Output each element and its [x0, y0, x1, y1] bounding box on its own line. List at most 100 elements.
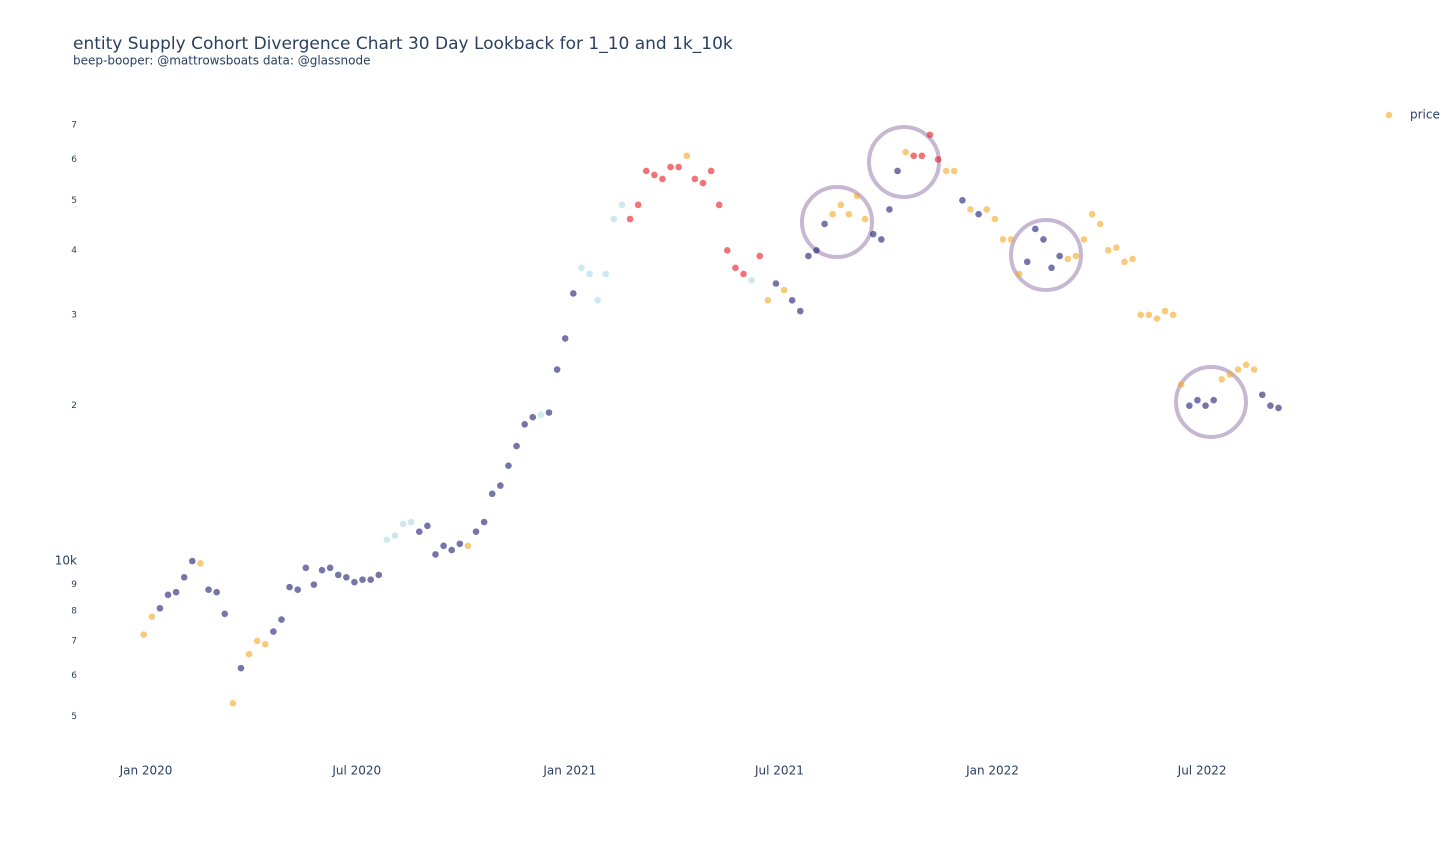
legend-marker [1385, 111, 1393, 119]
point [1153, 315, 1161, 322]
point [424, 522, 431, 530]
x-tick-label: Jan 2022 [965, 764, 1019, 778]
point [821, 220, 828, 228]
point [561, 335, 569, 342]
point [529, 413, 537, 421]
point [553, 366, 561, 373]
point [1275, 404, 1282, 412]
y-tick-label: 5 [71, 196, 77, 206]
point [634, 201, 642, 209]
point [772, 280, 780, 287]
point [845, 210, 853, 218]
y-tick-label: 6 [71, 155, 77, 165]
point [1145, 311, 1153, 319]
point [610, 215, 618, 223]
point [1259, 391, 1266, 399]
point [245, 650, 253, 658]
point [1250, 366, 1258, 373]
point [164, 591, 172, 599]
point [618, 201, 626, 209]
point [594, 297, 601, 304]
chart-title: entity Supply Cohort Divergence Chart 30… [73, 34, 733, 54]
point [440, 542, 447, 550]
point [1040, 236, 1047, 243]
point [853, 192, 861, 200]
point [1218, 375, 1226, 383]
point [1121, 258, 1128, 266]
point [740, 270, 747, 278]
point [869, 230, 877, 238]
point [959, 197, 966, 204]
point [659, 175, 666, 183]
point [367, 576, 374, 584]
point [602, 270, 610, 278]
point [586, 270, 593, 278]
point [221, 610, 229, 618]
point [999, 236, 1007, 243]
point [351, 578, 358, 586]
point [1137, 311, 1145, 319]
point [1267, 402, 1274, 409]
point [399, 520, 407, 528]
point [1113, 244, 1120, 251]
point [1104, 247, 1112, 254]
point [1080, 236, 1088, 243]
point [788, 297, 796, 304]
point [732, 264, 739, 272]
point [172, 588, 180, 596]
y-tick-label: 5 [71, 712, 77, 722]
point [724, 247, 731, 254]
point [991, 215, 999, 223]
point [1161, 307, 1169, 315]
y-tick-label: 9 [71, 580, 77, 590]
point [521, 421, 528, 428]
point [975, 210, 982, 218]
point [651, 171, 658, 179]
point [570, 290, 577, 297]
point [667, 163, 674, 171]
y-tick-label: 2 [71, 401, 77, 411]
point [488, 490, 496, 498]
point [1194, 396, 1201, 404]
point [464, 542, 472, 550]
point [286, 583, 293, 591]
highlight-circle [800, 185, 874, 259]
point [1234, 366, 1242, 373]
point [294, 586, 302, 593]
y-tick-label: 3 [71, 310, 77, 320]
x-tick-label: Jan 2020 [119, 764, 173, 778]
point [1088, 210, 1096, 218]
point [407, 518, 415, 526]
x-tick-label: Jul 2020 [331, 764, 381, 778]
y-tick-label: 6 [71, 671, 77, 681]
y-tick-label: 8 [71, 607, 77, 617]
point [1169, 311, 1177, 319]
point [942, 167, 950, 175]
point [886, 206, 893, 213]
point [189, 557, 196, 565]
point [699, 179, 707, 187]
annotations [800, 125, 1248, 439]
legend-label: price [1410, 108, 1440, 122]
point [910, 152, 918, 160]
point [375, 571, 383, 579]
point [237, 664, 245, 672]
point [545, 409, 553, 416]
point [1032, 225, 1039, 233]
point [1023, 258, 1031, 266]
point [213, 588, 220, 596]
point [1015, 270, 1023, 278]
point [813, 247, 820, 254]
point [205, 586, 212, 593]
point [432, 551, 439, 558]
point [1129, 255, 1136, 263]
point [707, 167, 715, 175]
point [505, 462, 512, 470]
point [497, 482, 504, 489]
point [934, 156, 942, 163]
point [1202, 402, 1209, 409]
point [626, 215, 634, 223]
point [683, 152, 691, 160]
point [1226, 371, 1234, 378]
